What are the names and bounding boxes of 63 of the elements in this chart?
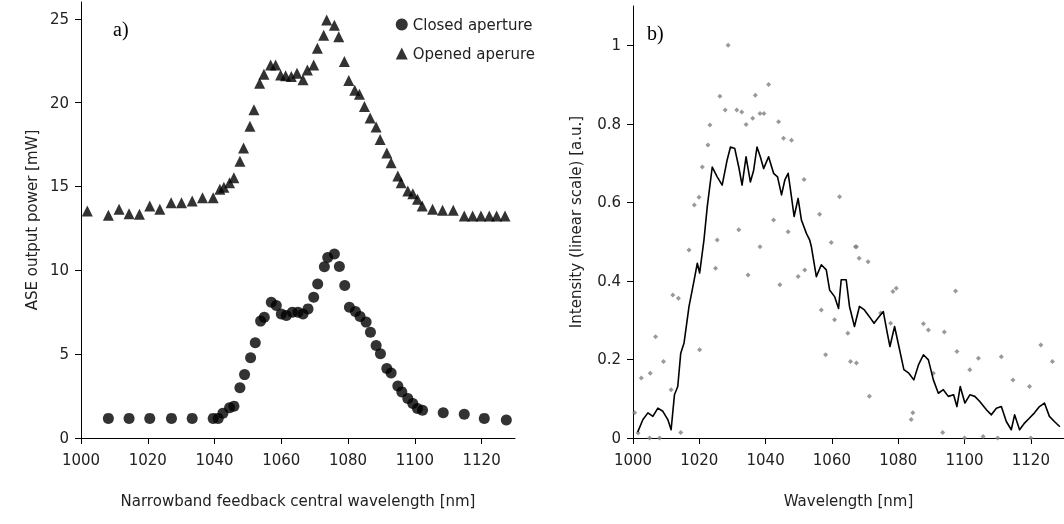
text: a): [113, 18, 129, 41]
y-axis-title: ASE output power [mW]: [22, 129, 41, 311]
y-tick-label: 0.8: [597, 114, 621, 133]
point: [417, 404, 429, 416]
point: [458, 408, 470, 420]
y-tick-label: 10: [49, 261, 69, 280]
y-tick-label: 15: [49, 177, 69, 196]
point: [312, 278, 324, 290]
legend-label: Opened aperure: [412, 44, 535, 63]
point: [245, 352, 257, 364]
point: [249, 337, 261, 349]
point: [239, 369, 251, 381]
y-tick-label: 0.4: [597, 271, 621, 290]
point: [270, 300, 282, 312]
y-tick-label: 0: [59, 429, 69, 447]
y-tick-label: 0: [611, 429, 621, 447]
x-tick-label: 1020: [680, 450, 719, 469]
point: [478, 412, 490, 424]
point: [370, 339, 382, 351]
point: [500, 414, 512, 426]
point: [318, 261, 330, 273]
point: [102, 412, 114, 424]
point: [165, 412, 177, 424]
point: [364, 326, 376, 338]
x-tick-label: 1060: [262, 450, 301, 469]
y-tick-label: 5: [59, 345, 69, 364]
point: [186, 412, 198, 424]
x-tick-label: 1000: [613, 450, 653, 469]
x-tick-label: 1080: [879, 450, 918, 469]
point: [144, 412, 156, 424]
text: b): [647, 22, 664, 45]
y-tick-label: 20: [49, 93, 69, 112]
y-tick-label: 25: [49, 9, 69, 28]
x-axis-title: Narrowband feedback central wavelength [nm]: [120, 491, 476, 510]
x-tick-label: 1000: [61, 450, 101, 469]
x-tick-label: 1100: [945, 450, 984, 469]
point: [333, 260, 345, 272]
point: [234, 382, 246, 394]
x-tick-label: 1020: [128, 450, 167, 469]
y-tick-label: 0.2: [597, 350, 621, 369]
legend-label: Closed aperture: [412, 15, 533, 34]
y-tick-label: 1: [611, 36, 621, 55]
point: [385, 367, 397, 379]
point: [228, 400, 240, 412]
point: [258, 311, 270, 323]
x-tick-label: 1100: [395, 450, 434, 469]
point: [374, 348, 386, 360]
x-tick-label: 1080: [328, 450, 368, 469]
y-tick-label: 0.6: [597, 193, 621, 212]
point: [437, 407, 449, 419]
x-tick-label: 1040: [746, 450, 785, 469]
point: [360, 316, 372, 328]
point: [339, 280, 351, 292]
point: [302, 303, 314, 315]
x-axis-title: Wavelength [nm]: [783, 491, 914, 510]
point: [328, 248, 340, 260]
x-tick-label: 1120: [1011, 450, 1050, 469]
y-axis-title: Intensity (linear scale) [a.u.]: [566, 115, 585, 329]
point: [308, 291, 320, 303]
x-tick-label: 1060: [812, 450, 852, 469]
point: [123, 412, 135, 424]
x-tick-label: 1120: [462, 450, 501, 469]
x-tick-label: 1040: [195, 450, 234, 469]
